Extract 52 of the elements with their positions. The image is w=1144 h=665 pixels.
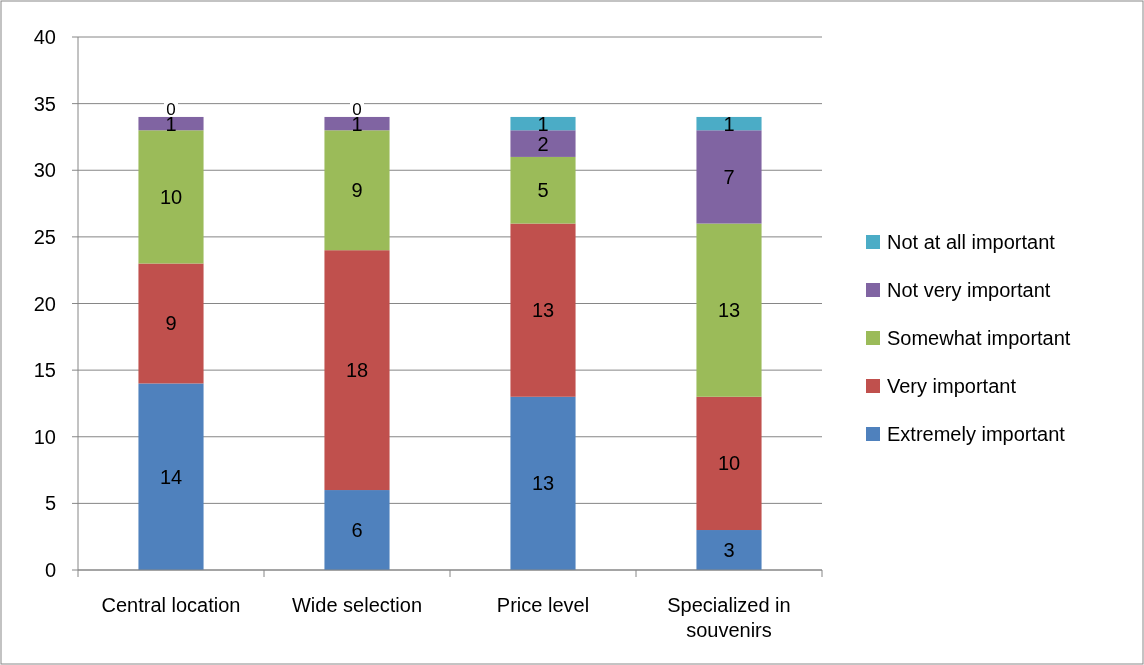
data-label: 7 xyxy=(723,165,735,188)
bar xyxy=(510,396,576,570)
data-label: 6 xyxy=(351,519,363,542)
y-tick-label: 35 xyxy=(33,92,56,115)
y-tick-label: 0 xyxy=(44,559,56,581)
legend-label: Not at all important xyxy=(887,231,1056,253)
bar xyxy=(324,130,390,251)
y-tick-label: 20 xyxy=(33,292,56,315)
bar xyxy=(696,396,762,531)
data-label: 2 xyxy=(537,132,549,155)
legend-label: Very important xyxy=(887,375,1017,397)
bar xyxy=(138,130,204,264)
data-label: 13 xyxy=(717,299,741,322)
data-label: 10 xyxy=(159,185,183,208)
bar xyxy=(696,130,762,224)
data-label: 1 xyxy=(723,112,735,135)
y-tick-label: 40 xyxy=(33,26,56,48)
bar xyxy=(138,383,204,570)
bar xyxy=(138,263,204,384)
x-tick-label: Specialized in souvenirs xyxy=(667,594,791,641)
x-tick-label: Central location xyxy=(101,594,241,616)
data-label: 18 xyxy=(345,359,369,382)
y-tick-label: 15 xyxy=(33,359,56,382)
data-label: 1 xyxy=(537,112,549,135)
bar xyxy=(696,223,762,397)
bar xyxy=(324,250,390,491)
data-label: 9 xyxy=(351,179,363,202)
legend-label: Extremely important xyxy=(887,423,1066,445)
bar xyxy=(510,130,576,157)
y-tick-label: 5 xyxy=(44,492,56,515)
data-label: 5 xyxy=(537,179,549,202)
y-tick-label: 30 xyxy=(33,159,56,182)
data-label: 10 xyxy=(717,452,741,475)
x-tick-label: Wide selection xyxy=(291,594,423,616)
bar xyxy=(324,116,390,131)
data-label: 3 xyxy=(723,539,735,562)
bar xyxy=(510,223,576,397)
x-tick-label: Price level xyxy=(496,594,590,616)
bar xyxy=(510,116,576,131)
legend-label: Not very important xyxy=(887,279,1051,301)
bar xyxy=(324,490,390,570)
data-label: 9 xyxy=(165,312,177,335)
y-tick-label: 25 xyxy=(33,225,56,248)
bar xyxy=(510,156,576,224)
data-label: 13 xyxy=(531,299,555,322)
legend-label: Somewhat important xyxy=(887,327,1071,349)
data-label: 14 xyxy=(159,465,183,488)
y-tick-label: 10 xyxy=(33,425,56,448)
bar xyxy=(696,116,762,131)
bar xyxy=(696,530,762,570)
data-label: 13 xyxy=(531,472,555,495)
bar xyxy=(138,116,204,131)
